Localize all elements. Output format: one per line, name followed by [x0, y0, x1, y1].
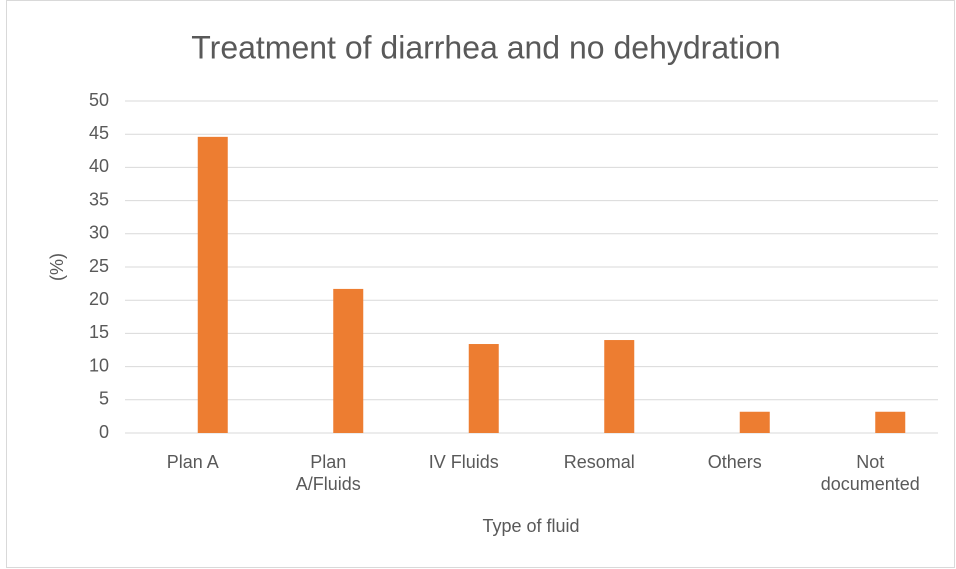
y-tick-label: 5: [99, 389, 109, 409]
x-tick-label: Not documented: [821, 452, 920, 494]
x-tick-label: Plan A: [167, 452, 219, 472]
bar: [197, 136, 228, 433]
y-tick-label: 45: [89, 123, 109, 143]
x-axis-label: Type of fluid: [482, 516, 579, 536]
x-tick-label: Plan A/Fluids: [296, 452, 361, 494]
y-tick-label: 25: [89, 256, 109, 276]
bar: [604, 340, 635, 433]
y-tick-label: 35: [89, 189, 109, 209]
bar: [875, 411, 906, 433]
x-tick-label: Resomal: [564, 452, 635, 472]
chart-title: Treatment of diarrhea and no dehydration: [191, 29, 780, 65]
x-tick-label: Others: [708, 452, 762, 472]
bar: [333, 288, 364, 433]
bar: [739, 411, 770, 433]
y-tick-label: 30: [89, 223, 109, 243]
y-tick-label: 15: [89, 322, 109, 342]
y-axis-label: (%): [47, 253, 67, 281]
y-tick-label: 40: [89, 156, 109, 176]
x-tick-label: IV Fluids: [429, 452, 499, 472]
y-tick-label: 10: [89, 355, 109, 375]
bar: [468, 344, 499, 433]
y-tick-label: 20: [89, 289, 109, 309]
chart-border: [6, 0, 955, 568]
y-tick-label: 50: [89, 90, 109, 110]
y-tick-label: 0: [99, 422, 109, 442]
